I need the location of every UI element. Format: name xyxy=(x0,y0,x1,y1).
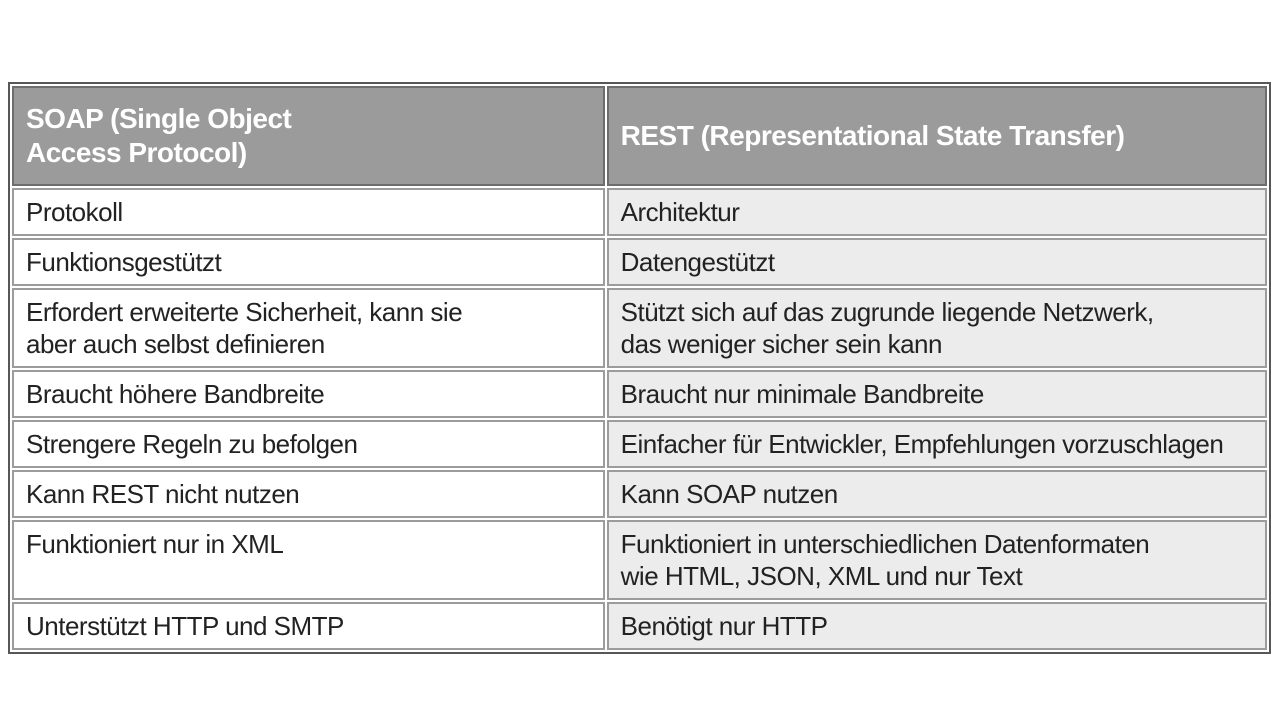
rest-cell: Braucht nur minimale Bandbreite xyxy=(606,370,1267,418)
soap-cell: Unterstützt HTTP und SMTP xyxy=(12,602,605,650)
table-row: Erfordert erweiterte Sicherheit, kann si… xyxy=(12,288,1267,368)
soap-rest-comparison-table: SOAP (Single Object Access Protocol) RES… xyxy=(8,82,1271,654)
soap-cell: Protokoll xyxy=(12,188,605,236)
rest-cell: Datengestützt xyxy=(606,238,1267,286)
rest-cell: Kann SOAP nutzen xyxy=(606,470,1267,518)
soap-cell: Strengere Regeln zu befolgen xyxy=(12,420,605,468)
soap-cell: Braucht höhere Bandbreite xyxy=(12,370,605,418)
soap-cell: Funktioniert nur in XML xyxy=(12,520,605,600)
table-row: Braucht höhere Bandbreite Braucht nur mi… xyxy=(12,370,1267,418)
rest-cell: Benötigt nur HTTP xyxy=(606,602,1267,650)
soap-cell: Kann REST nicht nutzen xyxy=(12,470,605,518)
header-row: SOAP (Single Object Access Protocol) RES… xyxy=(12,86,1267,186)
table-row: Unterstützt HTTP und SMTP Benötigt nur H… xyxy=(12,602,1267,650)
rest-cell: Einfacher für Entwickler, Empfehlungen v… xyxy=(606,420,1267,468)
table-row: Strengere Regeln zu befolgen Einfacher f… xyxy=(12,420,1267,468)
column-header-rest: REST (Representational State Transfer) xyxy=(606,86,1267,186)
table-row: Kann REST nicht nutzen Kann SOAP nutzen xyxy=(12,470,1267,518)
soap-cell: Erfordert erweiterte Sicherheit, kann si… xyxy=(12,288,605,368)
soap-cell: Funktionsgestützt xyxy=(12,238,605,286)
rest-cell: Architektur xyxy=(606,188,1267,236)
table-row: Funktionsgestützt Datengestützt xyxy=(12,238,1267,286)
rest-cell: Stützt sich auf das zugrunde liegende Ne… xyxy=(606,288,1267,368)
comparison-table: SOAP (Single Object Access Protocol) RES… xyxy=(10,84,1269,652)
column-header-soap: SOAP (Single Object Access Protocol) xyxy=(12,86,605,186)
table-row: Funktioniert nur in XML Funktioniert in … xyxy=(12,520,1267,600)
table-row: Protokoll Architektur xyxy=(12,188,1267,236)
rest-cell: Funktioniert in unterschiedlichen Datenf… xyxy=(606,520,1267,600)
